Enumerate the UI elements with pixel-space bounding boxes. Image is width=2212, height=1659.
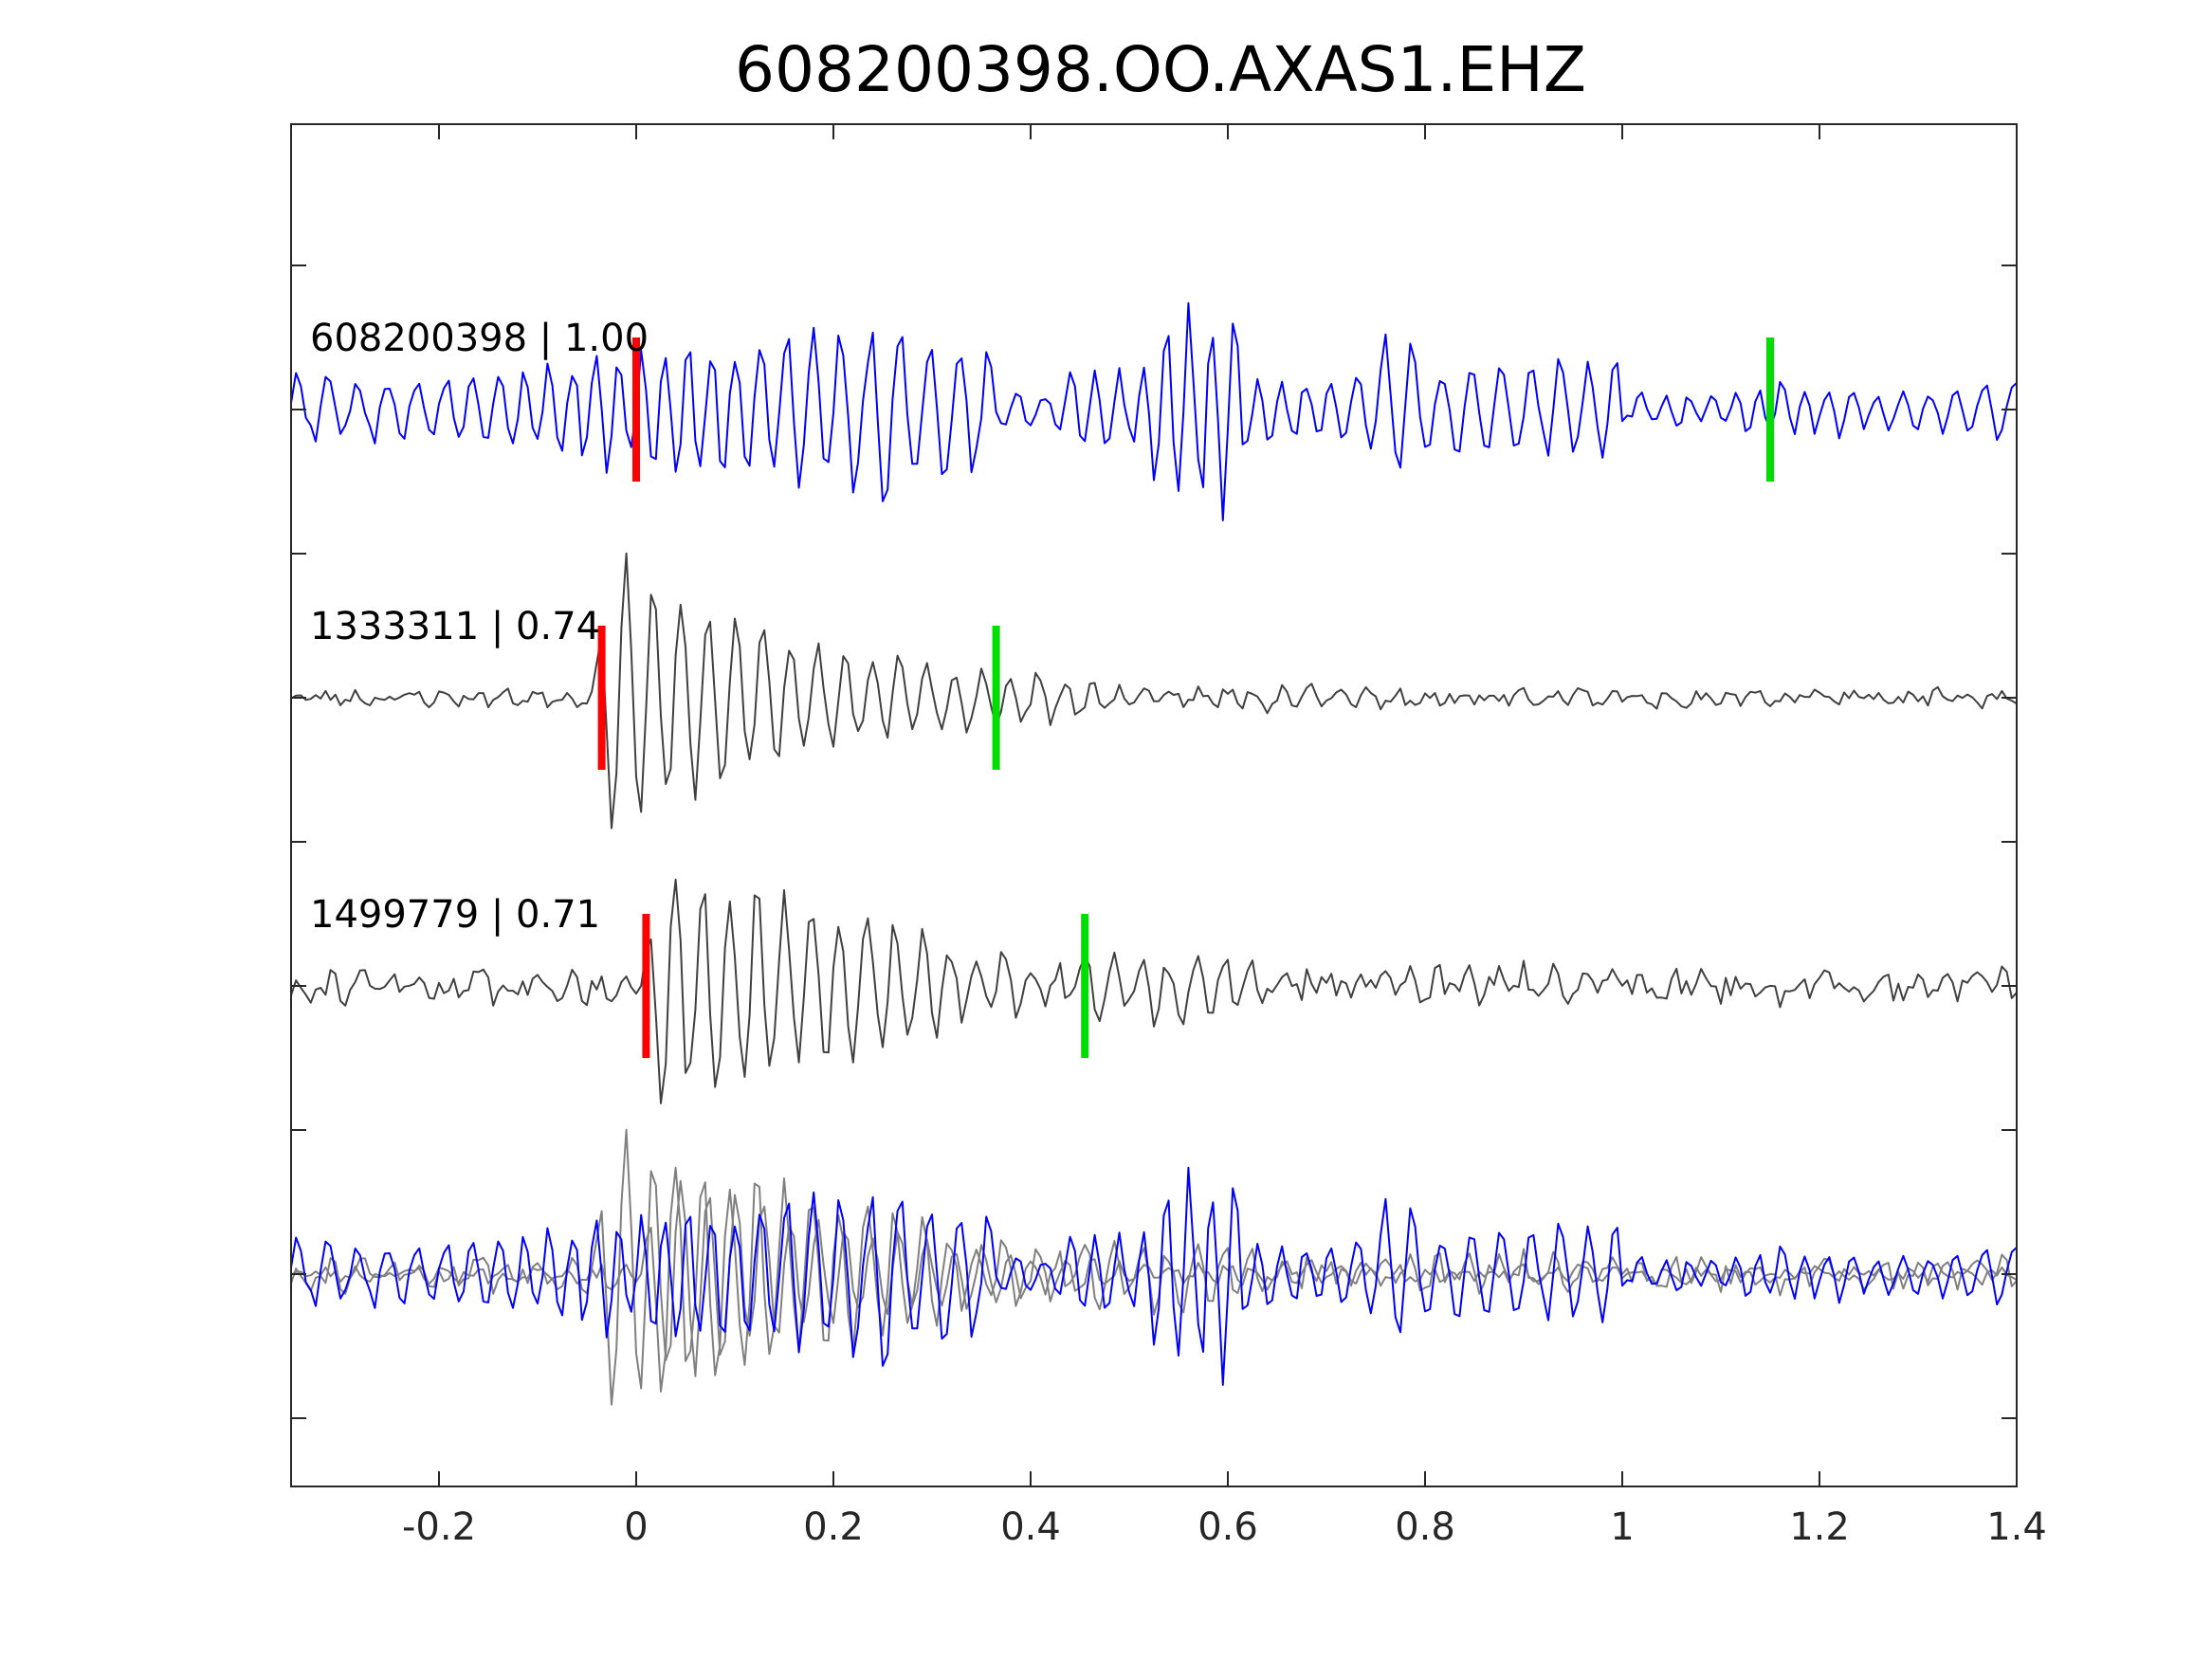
traces-layer [290, 301, 2018, 1406]
trace-template-1 [290, 552, 2018, 830]
trace-target [290, 301, 2018, 521]
x-tick-label: 0 [624, 1505, 648, 1549]
x-tick-label: -0.2 [402, 1505, 476, 1549]
overlay-target [290, 1166, 2018, 1386]
axes-box [290, 123, 2018, 1487]
trace-labels-layer: 608200398 | 1.00 1333311 | 0.74 1499779 | … [310, 317, 649, 937]
x-tick-label: 1.4 [1986, 1505, 2047, 1549]
trace-label: 1333311 | 0.74 [310, 605, 600, 648]
x-tick-label: 0.6 [1197, 1505, 1258, 1549]
trace-label: 1499779 | 0.71 [310, 893, 600, 937]
picks-layer [597, 337, 1774, 1058]
chart-title: 608200398.OO.AXAS1.EHZ [735, 33, 1586, 106]
trace-template-2 [290, 878, 2018, 1104]
ticks-layer: -0.2 0 0.2 0.4 0.6 0.8 1 1.2 1.4 [291, 124, 2047, 1549]
trace-label: 608200398 | 1.00 [310, 317, 649, 360]
x-tick-label: 1 [1610, 1505, 1634, 1549]
x-tick-label: 0.8 [1395, 1505, 1455, 1549]
x-tick-label: 1.2 [1789, 1505, 1850, 1549]
x-tick-label: 0.4 [1000, 1505, 1061, 1549]
x-tick-label: 0.2 [803, 1505, 864, 1549]
